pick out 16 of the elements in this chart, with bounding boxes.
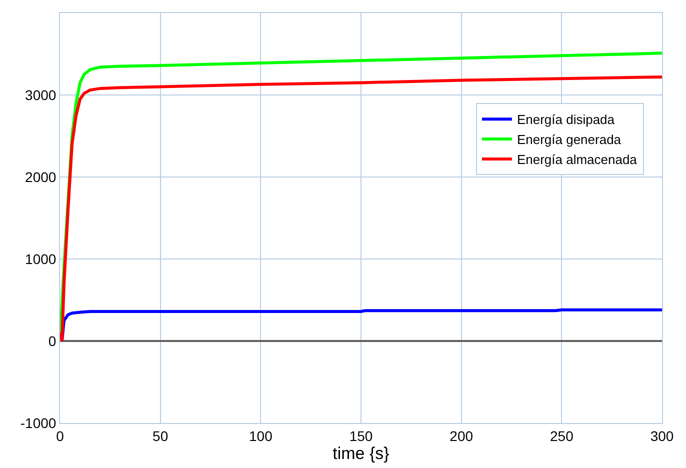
x-tick-label: 250 xyxy=(550,428,574,444)
legend-label: Energía generada xyxy=(516,132,622,148)
x-tick-label: 150 xyxy=(349,428,373,444)
y-tick-label: -1000 xyxy=(20,414,56,431)
y-tick-label: 2000 xyxy=(25,168,56,185)
x-tick-label: 100 xyxy=(248,428,273,444)
x-tick-label: 50 xyxy=(152,428,168,444)
y-tick-label: 3000 xyxy=(25,86,56,103)
y-tick-label: 1000 xyxy=(25,250,56,267)
legend-label: Energía disipada xyxy=(516,112,616,128)
legend-label: Energía almacenada xyxy=(516,152,638,168)
y-tick-label: 0 xyxy=(48,332,56,349)
x-axis-title: time {s} xyxy=(332,444,390,463)
x-tick-label: 300 xyxy=(650,428,674,444)
line-series xyxy=(60,308,662,342)
x-tick-label: 200 xyxy=(450,428,474,444)
